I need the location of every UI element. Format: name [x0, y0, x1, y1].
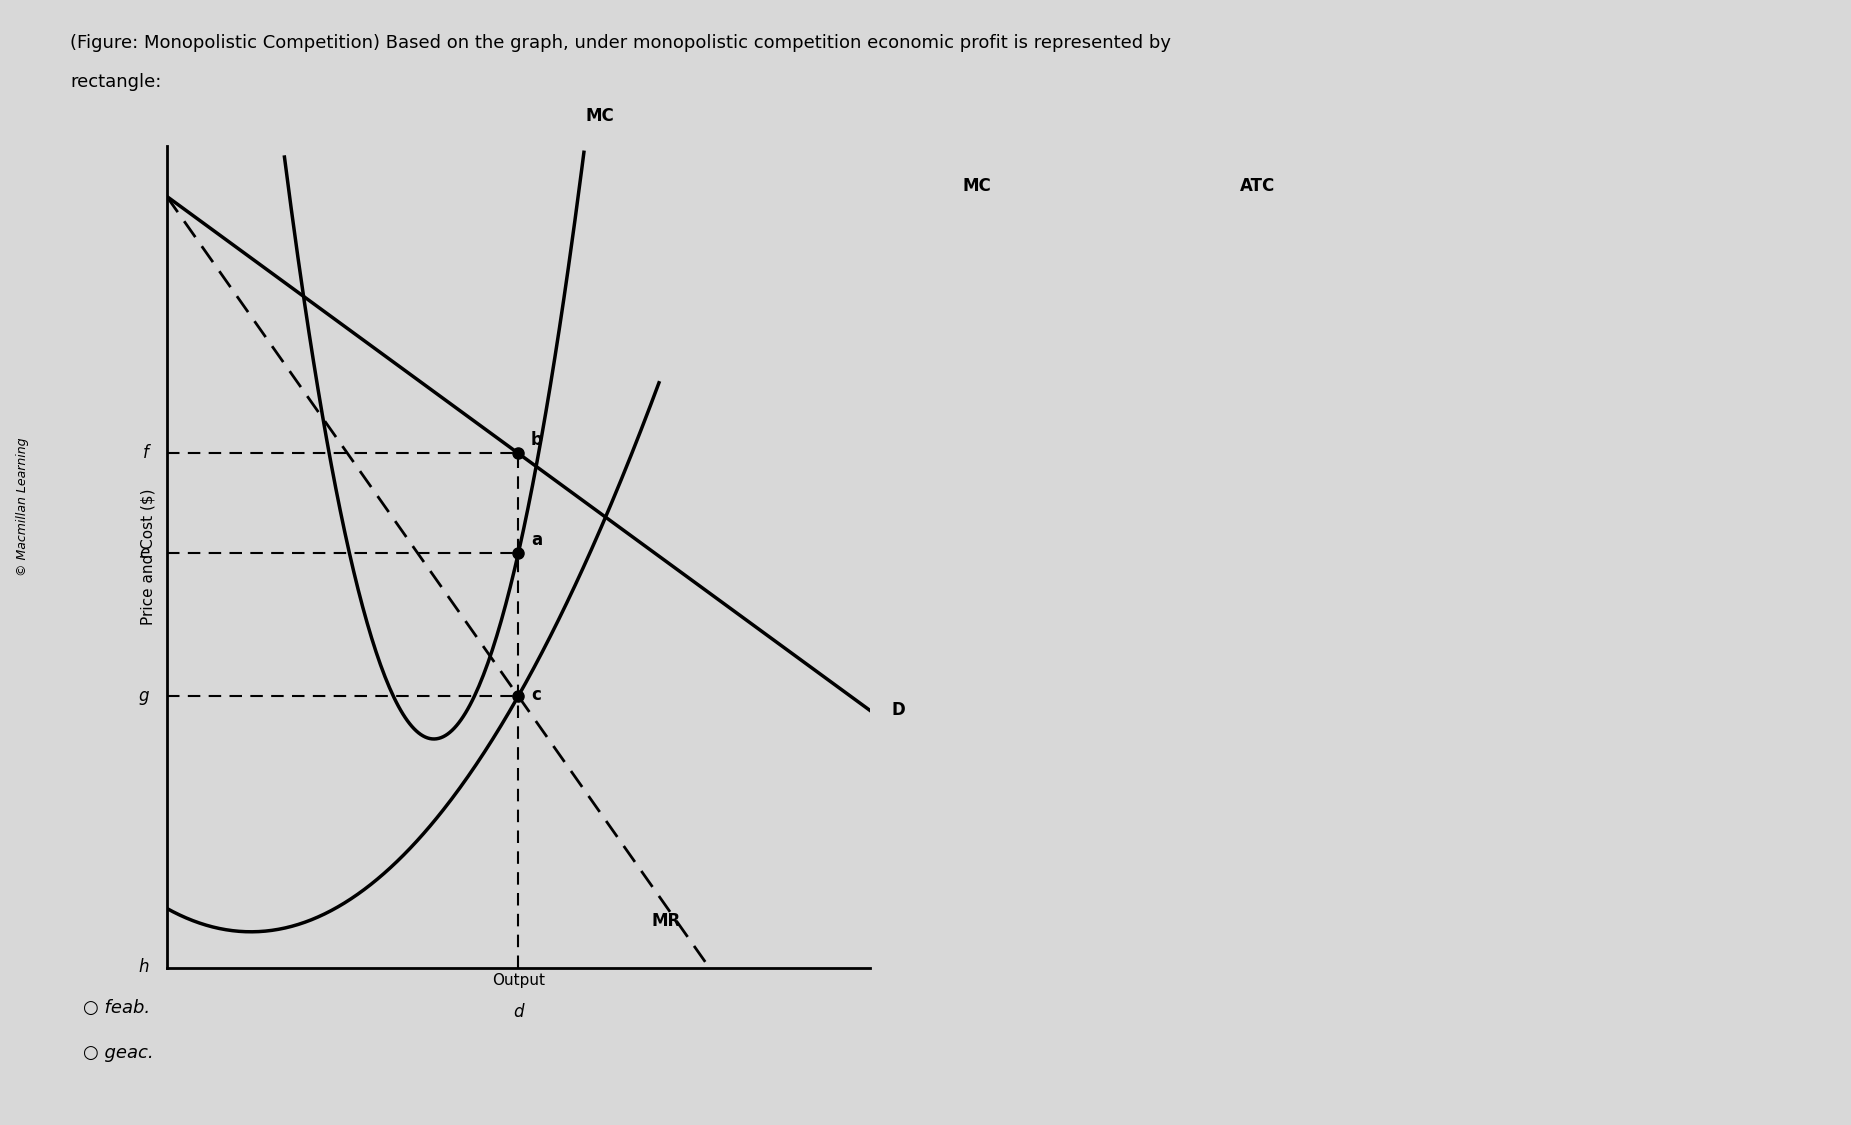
Text: b: b	[531, 431, 542, 449]
Text: e: e	[139, 544, 148, 562]
Text: h: h	[139, 958, 148, 976]
Text: f: f	[143, 444, 148, 462]
Text: g: g	[139, 687, 148, 705]
Text: (Figure: Monopolistic Competition) Based on the graph, under monopolistic compet: (Figure: Monopolistic Competition) Based…	[70, 34, 1172, 52]
Text: MC: MC	[585, 107, 615, 125]
Text: d: d	[513, 1004, 524, 1022]
Text: c: c	[531, 686, 540, 704]
Text: a: a	[531, 531, 542, 549]
Text: ○ geac.: ○ geac.	[83, 1044, 154, 1062]
X-axis label: Output: Output	[492, 973, 544, 988]
Text: rectangle:: rectangle:	[70, 73, 161, 91]
Text: ○ feab.: ○ feab.	[83, 999, 150, 1017]
Text: D: D	[890, 701, 905, 719]
Text: © Macmillan Learning: © Macmillan Learning	[15, 436, 30, 576]
Y-axis label: Price and Cost ($): Price and Cost ($)	[141, 488, 155, 626]
Text: MC: MC	[963, 178, 992, 196]
Text: ATC: ATC	[1240, 178, 1275, 196]
Text: MR: MR	[652, 911, 681, 929]
